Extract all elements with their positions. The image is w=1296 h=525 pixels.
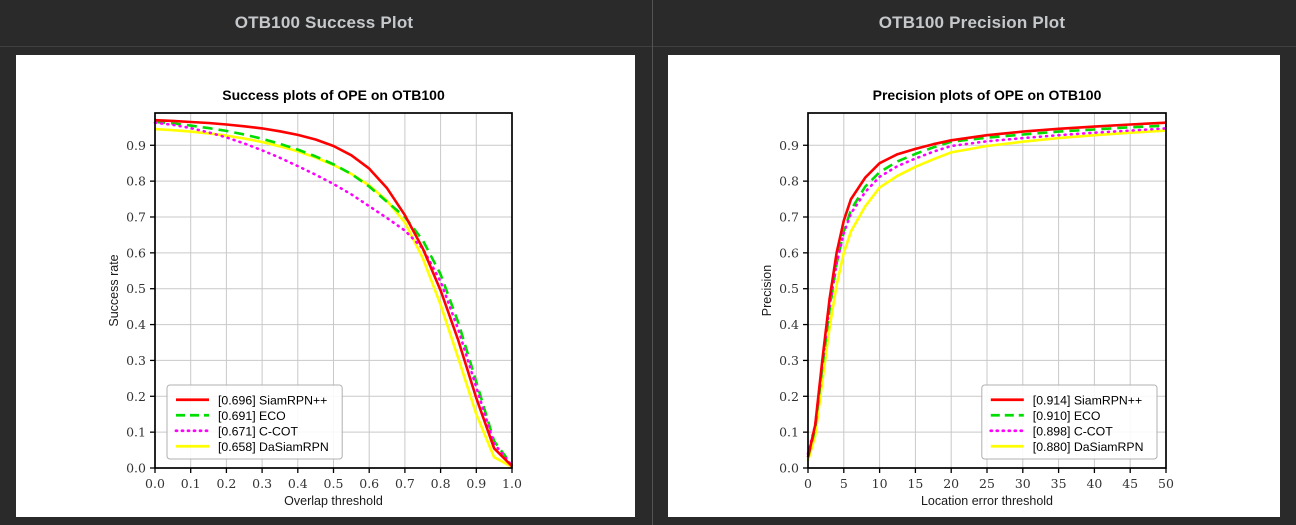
y-tick-label: 0.3 <box>126 353 146 368</box>
y-tick-label: 0.6 <box>126 245 146 260</box>
legend-label-C-COT: [0.671] C-COT <box>218 424 298 438</box>
chart-title: Precision plots of OPE on OTB100 <box>873 87 1102 103</box>
axis-ticks <box>803 144 1167 473</box>
y-tick-label: 0.3 <box>779 353 799 368</box>
x-axis-label: Location error threshold <box>921 494 1053 508</box>
x-tick-label: 35 <box>1051 476 1067 491</box>
x-tick-label: 20 <box>943 476 959 491</box>
x-tick-label: 50 <box>1158 476 1174 491</box>
x-tick-label: 0.5 <box>324 476 344 491</box>
y-tick-label: 0.1 <box>779 425 799 440</box>
success-plot-header-title: OTB100 Success Plot <box>234 13 414 32</box>
legend: [0.914] SiamRPN++ [0.910] ECO[0.898] C-CO… <box>981 384 1158 460</box>
precision-plot-section: OTB100 Precision Plot 0 5 10 15 20 25 30 35 40 45… <box>648 0 1296 525</box>
x-tick-label: 45 <box>1122 476 1138 491</box>
x-tick-label: 30 <box>1015 476 1031 491</box>
series-line-ECO <box>154 120 514 466</box>
y-axis-label: Success rate <box>107 254 121 326</box>
axis-tick-labels: 0.0 0.1 0.2 0.3 0.4 0.5 0.6 0.7 0.8 0.9 1.0 0.0 0.1 0… <box>126 138 522 491</box>
legend: [0.696] SiamRPN++ [0.691] ECO[0.671] C-CO… <box>166 384 343 460</box>
x-tick-label: 25 <box>979 476 995 491</box>
y-tick-label: 0.7 <box>126 209 146 224</box>
y-tick-label: 0.9 <box>126 138 146 153</box>
x-tick-label: 0.3 <box>252 476 272 491</box>
y-tick-label: 0.2 <box>779 389 799 404</box>
y-tick-label: 0.8 <box>779 174 799 189</box>
x-tick-label: 40 <box>1086 476 1102 491</box>
x-tick-label: 0.6 <box>359 476 379 491</box>
x-tick-label: 0.7 <box>395 476 415 491</box>
success-plot-header: OTB100 Success Plot <box>0 0 648 46</box>
header-divider-line <box>0 46 1296 47</box>
legend-label-DaSiamRPN: [0.880] DaSiamRPN <box>1033 440 1144 454</box>
chart-title: Success plots of OPE on OTB100 <box>222 87 445 103</box>
y-axis-label: Precision <box>760 265 774 316</box>
y-tick-label: 0.6 <box>779 245 799 260</box>
x-tick-label: 5 <box>840 476 848 491</box>
success-plot-section: OTB100 Success Plot 0.0 0.1 0.2 0.3 0.4 0.5 0.… <box>0 0 648 517</box>
series-line-SiamRPN++ <box>154 118 513 468</box>
precision-plot-header-title: OTB100 Precision Plot <box>878 13 1066 32</box>
y-tick-label: 0.2 <box>126 389 146 404</box>
precision-plot-panel: 0 5 10 15 20 25 30 35 40 45 50 0.0 0.1 0.2 0.3 0.4 0.5 0.… <box>668 55 1280 517</box>
panel-divider-line <box>652 0 653 525</box>
y-tick-label: 0.0 <box>126 461 146 476</box>
axis-tick-labels: 0 5 10 15 20 25 30 35 40 45 50 0.0 0.1 0.2 0.3 0.4 0.5 0.… <box>779 138 1174 491</box>
legend-label-C-COT: [0.898] C-COT <box>1033 424 1113 438</box>
x-tick-label: 0.1 <box>181 476 201 491</box>
success-plot-chart: 0.0 0.1 0.2 0.3 0.4 0.5 0.6 0.7 0.8 0.9 1.0 0.0 0.1 0… <box>107 87 522 508</box>
x-tick-label: 0.0 <box>145 476 165 491</box>
axis-ticks <box>150 144 513 473</box>
x-tick-label: 0.9 <box>466 476 486 491</box>
y-tick-label: 0.4 <box>126 317 146 332</box>
x-tick-label: 10 <box>872 476 888 491</box>
legend-label-ECO: [0.691] ECO <box>218 409 286 423</box>
x-tick-label: 0.4 <box>288 476 308 491</box>
series-line-C-COT <box>153 121 514 468</box>
x-tick-label: 0 <box>804 476 812 491</box>
y-tick-label: 0.8 <box>126 174 146 189</box>
legend-label-SiamRPN++: [0.914] SiamRPN++ <box>1033 393 1142 407</box>
x-axis-label: Overlap threshold <box>284 494 383 508</box>
x-tick-label: 1.0 <box>502 476 522 491</box>
legend-label-SiamRPN++: [0.696] SiamRPN++ <box>218 393 327 407</box>
y-tick-label: 0.5 <box>126 281 146 296</box>
success-plot-panel: 0.0 0.1 0.2 0.3 0.4 0.5 0.6 0.7 0.8 0.9 1.0 0.0 0.1 0… <box>16 55 635 517</box>
y-tick-label: 0.1 <box>126 425 146 440</box>
series-line-SiamRPN++ <box>806 121 1167 458</box>
x-tick-label: 0.2 <box>216 476 236 491</box>
legend-label-DaSiamRPN: [0.658] DaSiamRPN <box>218 440 329 454</box>
x-tick-label: 15 <box>907 476 923 491</box>
y-tick-label: 0.5 <box>779 281 799 296</box>
y-tick-label: 0.9 <box>779 138 799 153</box>
precision-plot-header: OTB100 Precision Plot <box>648 0 1296 46</box>
y-tick-label: 0.0 <box>779 461 799 476</box>
legend-label-ECO: [0.910] ECO <box>1033 409 1101 423</box>
x-tick-label: 0.8 <box>431 476 451 491</box>
precision-plot-chart: 0 5 10 15 20 25 30 35 40 45 50 0.0 0.1 0.2 0.3 0.4 0.5 0.… <box>760 87 1174 508</box>
series-line-DaSiamRPN <box>806 129 1167 462</box>
y-tick-label: 0.4 <box>779 317 799 332</box>
y-tick-label: 0.7 <box>779 209 799 224</box>
